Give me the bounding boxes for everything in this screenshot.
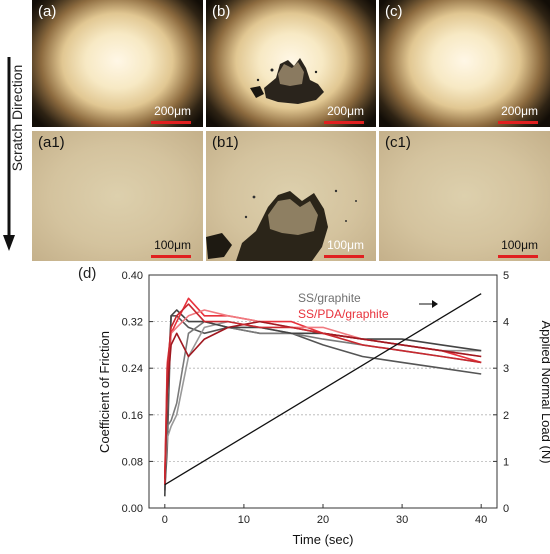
friction-chart: (d) 0.00 0.08 0.16 0.24 0.32 0.40 0 1 2 3 4 5 0 10 2… (70, 262, 550, 549)
y2-axis-label: Applied Normal Load (N) (539, 320, 550, 463)
scale-bar (498, 255, 538, 258)
scale-bar (151, 121, 191, 124)
y2-tick-label: 2 (503, 410, 509, 422)
x-tick-label: 40 (475, 514, 487, 526)
y-tick-label: 0.00 (122, 503, 143, 515)
scale-bar-label: 200μm (327, 104, 364, 118)
delamination-debris (250, 58, 324, 104)
chart-panel-label: (d) (78, 265, 96, 282)
x-tick-label: 30 (396, 514, 408, 526)
scale-bar (324, 121, 364, 124)
y2-tick-label: 3 (503, 363, 509, 375)
scale-bar-label: 200μm (154, 104, 191, 118)
x-axis-label: Time (sec) (293, 532, 354, 547)
panel-label: (b1) (212, 134, 239, 151)
y2-tick-label: 5 (503, 270, 509, 282)
panel-label: (a) (38, 3, 57, 20)
y-tick-label: 0.40 (122, 270, 143, 282)
y-tick-label: 0.16 (122, 410, 143, 422)
micrograph-b: (b) 200μm (206, 0, 376, 127)
y-tick-label: 0.24 (122, 363, 143, 375)
scale-bar-label: 100μm (154, 238, 191, 252)
micrograph-b1: (b1) 100μm (206, 131, 376, 261)
scratch-direction-label: Scratch Direction (9, 64, 25, 172)
micrograph-a1: (a1) 100μm (32, 131, 203, 261)
y2-tick-label: 4 (503, 317, 509, 329)
series-line (164, 297, 482, 474)
scale-bar-label: 100μm (501, 238, 538, 252)
panel-label: (a1) (38, 134, 65, 151)
legend-ss-graphite: SS/graphite (298, 291, 361, 305)
delamination-debris (206, 189, 357, 261)
micrograph-c1: (c1) 100μm (379, 131, 550, 261)
scale-bar (498, 121, 538, 124)
right-axis-arrowhead-icon (432, 300, 438, 308)
scratch-direction-arrow-icon (3, 57, 15, 251)
micrograph-a: (a) 200μm (32, 0, 203, 127)
legend-ss-pda-graphite: SS/PDA/graphite (298, 307, 389, 321)
scratch-direction-indicator: Scratch Direction (0, 55, 30, 255)
series-line (164, 303, 482, 485)
scale-bar-label: 200μm (501, 104, 538, 118)
panel-label: (c1) (385, 134, 411, 151)
y2-tick-label: 1 (503, 456, 509, 468)
friction-chart-svg: (d) 0.00 0.08 0.16 0.24 0.32 0.40 0 1 2 3 4 5 0 10 2… (78, 265, 550, 547)
scale-bar (324, 255, 364, 258)
scale-bar-label: 100μm (327, 238, 364, 252)
scale-bar (151, 255, 191, 258)
panel-label: (c) (385, 3, 403, 20)
x-tick-label: 10 (238, 514, 250, 526)
y-tick-label: 0.32 (122, 317, 143, 329)
panel-label: (b) (212, 3, 231, 20)
load-line (164, 293, 482, 486)
y2-tick-label: 0 (503, 503, 509, 515)
y-tick-label: 0.08 (122, 456, 143, 468)
y-axis-label: Coefficient of Friction (97, 331, 112, 453)
series-line (164, 314, 482, 491)
series-line (164, 320, 482, 485)
x-tick-label: 0 (162, 514, 168, 526)
series-line (164, 320, 482, 491)
series-line (164, 309, 482, 497)
x-tick-label: 20 (317, 514, 329, 526)
micrograph-c: (c) 200μm (379, 0, 550, 127)
